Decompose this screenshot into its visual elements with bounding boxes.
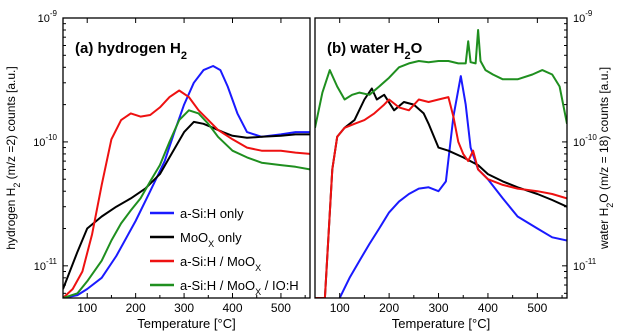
series-line-a-si-h-moox <box>315 96 567 298</box>
y-axis-label: water H2O (m/z = 18) counts [a.u.] <box>597 67 615 250</box>
panel-title: (b) water H2O <box>327 40 423 62</box>
y-axis-label: hydrogen H2 (m/z =2) counts [a.u.] <box>4 66 22 249</box>
series-line-moox-only <box>315 87 567 298</box>
plot-frame <box>314 17 568 299</box>
x-axis-label: Temperature [°C] <box>137 316 235 331</box>
y-tick-label: 10-9 <box>38 9 58 25</box>
series-line-a-si-h-only <box>338 75 567 298</box>
legend: a-Si:H only MoOX only a-Si:H / MoOX a-Si:H … <box>150 206 299 297</box>
x-tick-label: 100 <box>77 301 97 315</box>
legend-label: a-Si:H / MoOX / IO:H <box>180 278 299 297</box>
x-tick-label: 100 <box>330 301 350 315</box>
y-tick-label: 10-11 <box>573 257 597 273</box>
series-group <box>63 65 310 298</box>
y-tick-label: 10-9 <box>573 9 593 25</box>
x-tick-label: 300 <box>174 301 194 315</box>
series-line-a-si-h-moox-io-h <box>315 29 567 129</box>
x-tick-label: 500 <box>527 301 547 315</box>
x-tick-label: 500 <box>271 301 291 315</box>
plot-frame <box>62 17 311 299</box>
legend-label: a-Si:H / MoOX <box>180 254 261 273</box>
x-tick-label: 300 <box>429 301 449 315</box>
panel-b-water: 100 200 300 400 500 10-11 10-10 10-9 Temperature… <box>314 9 615 331</box>
x-tick-label: 400 <box>222 301 242 315</box>
x-tick-label: 400 <box>478 301 498 315</box>
series-group <box>315 29 567 298</box>
legend-label: a-Si:H only <box>180 206 244 221</box>
panel-title: (a) hydrogen H2 <box>75 40 187 62</box>
series-line-a-si-h-only <box>63 65 310 298</box>
series-line-moox-only <box>63 120 310 290</box>
x-tick-label: 200 <box>379 301 399 315</box>
legend-label: MoOX only <box>180 230 242 249</box>
series-line-a-si-h-moox <box>63 89 310 298</box>
x-axis-label: Temperature [°C] <box>392 316 490 331</box>
panel-a-hydrogen: 100 200 300 400 500 10-11 10-10 10-9 Temperature… <box>4 9 311 331</box>
y-tick-label: 10-11 <box>34 257 58 273</box>
y-tick-label: 10-10 <box>573 133 597 149</box>
y-tick-label: 10-10 <box>33 133 57 149</box>
x-tick-label: 200 <box>126 301 146 315</box>
series-line-a-si-h-moox-io-h <box>63 109 310 298</box>
